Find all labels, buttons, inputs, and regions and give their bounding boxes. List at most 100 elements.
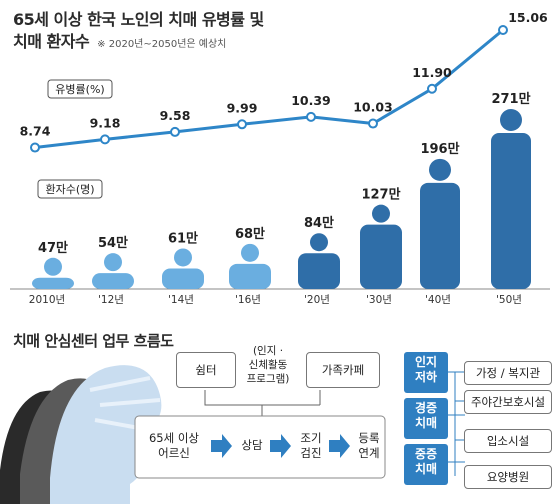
severity-text: 인지 bbox=[414, 355, 438, 369]
chart-title-line1: 65세 이상 한국 노인의 치매 유병률 및 bbox=[13, 10, 264, 29]
patient-figure-body bbox=[92, 273, 134, 289]
severity-text: 치매 bbox=[414, 416, 438, 430]
facility-label: 가정 / 복지관 bbox=[475, 366, 541, 380]
count-label: 61만 bbox=[168, 230, 198, 246]
patient-figure-head bbox=[44, 257, 62, 276]
shelter-label: 쉼터 bbox=[195, 363, 217, 377]
patient-figure-body bbox=[491, 133, 531, 289]
rate-point bbox=[30, 142, 40, 153]
flow-step-register: 등록 연계 bbox=[351, 431, 387, 461]
rate-point bbox=[100, 134, 110, 145]
count-label: 127만 bbox=[361, 187, 400, 203]
facility-label: 입소시설 bbox=[486, 434, 530, 448]
patient-figure-body bbox=[420, 182, 460, 289]
patient-figure-head bbox=[104, 253, 122, 272]
legend-count: 환자수(명) bbox=[45, 183, 94, 196]
severity-text: 경증 bbox=[414, 401, 438, 415]
flow-step-seniors: 65세 이상 어르신 bbox=[138, 431, 210, 461]
patient-figure-head bbox=[500, 109, 522, 131]
severity-text: 치매 bbox=[414, 462, 438, 476]
rate-label: 10.03 bbox=[353, 100, 393, 115]
patient-figure-head bbox=[429, 158, 451, 181]
rate-label: 11.90 bbox=[412, 65, 452, 80]
patient-figure-head bbox=[241, 243, 259, 262]
shelter-note-line: 프로그램) bbox=[246, 373, 290, 385]
severity-cognitive-decline: 인지 저하 bbox=[404, 352, 448, 393]
severity-text: 저하 bbox=[414, 370, 438, 384]
family-cafe-label: 가족카페 bbox=[321, 363, 365, 377]
step-text: 등록 bbox=[358, 431, 380, 445]
legend-count-box bbox=[37, 179, 103, 199]
count-label: 196만 bbox=[420, 141, 459, 157]
shelter-box: 쉼터 bbox=[176, 352, 236, 388]
patient-figure-body bbox=[229, 263, 271, 289]
x-tick-label: '30년 bbox=[366, 294, 392, 306]
rate-point bbox=[237, 119, 247, 130]
count-label: 271만 bbox=[491, 91, 530, 107]
arrow-icon bbox=[270, 434, 291, 458]
x-tick-label: '12년 bbox=[98, 294, 124, 306]
projection-note: ※ 2020년~2050년은 예상치 bbox=[97, 39, 227, 50]
legend-rate: 유병률(%) bbox=[55, 83, 104, 96]
facility-daycare: 주야간보호시설 bbox=[464, 390, 552, 414]
severity-mild: 경증 치매 bbox=[404, 398, 448, 439]
facility-home: 가정 / 복지관 bbox=[464, 361, 552, 385]
patient-figure-body bbox=[32, 277, 74, 289]
severity-severe: 중증 치매 bbox=[404, 444, 448, 485]
count-label: 54만 bbox=[98, 235, 128, 251]
facility-label: 요양병원 bbox=[486, 470, 530, 484]
flow-step-screening: 조기 검진 bbox=[293, 431, 329, 461]
dementia-chart: 8.74 9.18 9.58 9.99 10.39 10.03 11.90 15.06 유병률(… bbox=[10, 10, 550, 306]
rate-label: 9.18 bbox=[90, 115, 121, 130]
flow-bar bbox=[134, 415, 386, 479]
patient-figure-body bbox=[162, 268, 204, 289]
legend-rate-box bbox=[47, 79, 113, 99]
head-silhouettes-icon bbox=[0, 365, 162, 504]
rate-point bbox=[306, 111, 316, 122]
severity-text: 중증 bbox=[414, 447, 438, 461]
step-text: 검진 bbox=[300, 446, 322, 460]
step-text: 상담 bbox=[241, 438, 263, 452]
rate-point bbox=[498, 25, 508, 35]
x-tick-label: 2010년 bbox=[29, 294, 65, 306]
x-tick-label: '16년 bbox=[235, 294, 261, 306]
patient-figure-body bbox=[360, 224, 402, 289]
x-tick-label: '14년 bbox=[168, 294, 194, 306]
shelter-note-line: 신체활동 bbox=[248, 359, 288, 371]
rate-line bbox=[34, 28, 504, 149]
step-text: 조기 bbox=[300, 431, 322, 445]
x-tick-label: '50년 bbox=[496, 294, 522, 306]
arrow-icon bbox=[211, 434, 232, 458]
rate-label: 10.39 bbox=[291, 93, 331, 108]
flow-step-consult: 상담 bbox=[234, 438, 270, 453]
step-text: 65세 이상 bbox=[148, 431, 200, 445]
rate-label: 9.58 bbox=[160, 108, 191, 123]
x-tick-label: '20년 bbox=[304, 294, 330, 306]
rate-point bbox=[427, 83, 437, 94]
step-text: 어르신 bbox=[158, 446, 190, 460]
patient-figure-head bbox=[310, 233, 328, 252]
rate-label: 15.06 bbox=[508, 10, 548, 25]
facility-nursing-hospital: 요양병원 bbox=[464, 465, 552, 489]
rate-label: 8.74 bbox=[20, 124, 51, 139]
patient-figure-head bbox=[174, 248, 192, 267]
rate-point bbox=[170, 126, 180, 137]
chart-title-line2: 치매 환자수 bbox=[13, 32, 90, 51]
count-label: 84만 bbox=[304, 215, 334, 231]
family-cafe-box: 가족카페 bbox=[306, 352, 380, 388]
step-text: 연계 bbox=[358, 446, 380, 460]
count-label: 68만 bbox=[235, 226, 265, 242]
arrow-icon bbox=[329, 434, 350, 458]
chart-title: 65세 이상 한국 노인의 치매 유병률 및 치매 환자수 ※ 2020년~205… bbox=[13, 9, 264, 56]
patient-figure-body bbox=[298, 253, 340, 289]
flow-title: 치매 안심센터 업무 흐름도 bbox=[13, 332, 174, 350]
shelter-note: (인지 · 신체활동 프로그램) bbox=[236, 344, 300, 386]
shelter-note-line: (인지 · bbox=[252, 345, 284, 357]
rate-label: 9.99 bbox=[227, 100, 258, 115]
count-label: 47만 bbox=[38, 240, 68, 256]
rate-point bbox=[368, 118, 378, 129]
facility-residential: 입소시설 bbox=[464, 429, 552, 453]
x-tick-label: '40년 bbox=[425, 294, 451, 306]
